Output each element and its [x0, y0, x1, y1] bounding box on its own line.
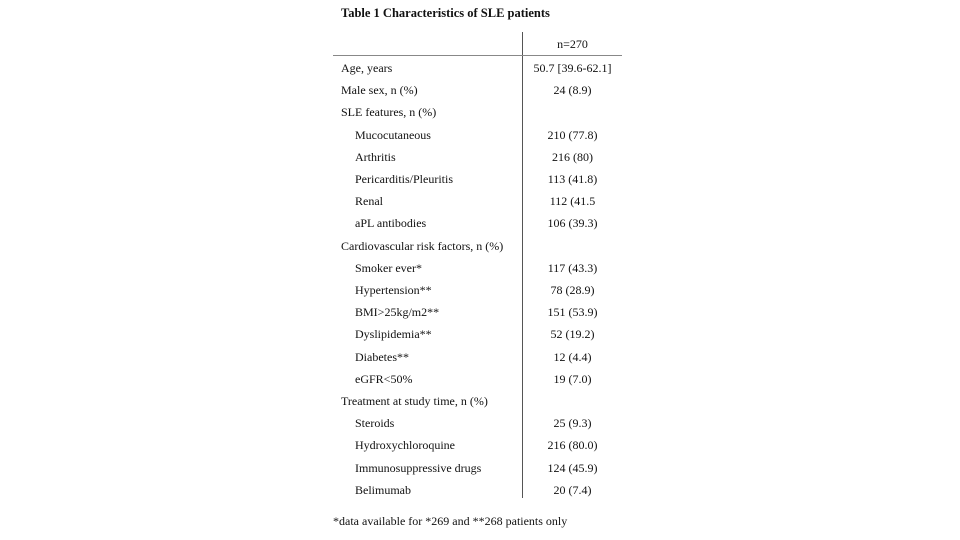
row-label: Immunosuppressive drugs [355, 460, 482, 475]
row-value: 117 (43.3) [547, 260, 598, 275]
row-label: eGFR<50% [355, 371, 413, 386]
row-label: aPL antibodies [355, 216, 427, 231]
row-value: 50.7 [39.6-62.1] [533, 61, 612, 75]
row-label: Steroids [355, 416, 395, 431]
table-row: Mucocutaneous 210 (77.8) [333, 125, 622, 147]
column-divider [522, 32, 523, 498]
table-row: aPL antibodies 106 (39.3) [333, 213, 622, 235]
row-label: Diabetes** [355, 349, 409, 364]
row-value: 25 (9.3) [553, 416, 592, 431]
row-label: Arthritis [355, 149, 396, 164]
column-header: n=270 [557, 37, 588, 51]
table-row: BMI>25kg/m2** 151 (53.9) [333, 302, 622, 324]
row-label: Male sex, n (%) [341, 83, 418, 98]
row-value: 210 (77.8) [547, 127, 598, 142]
row-label: SLE features, n (%) [341, 105, 437, 120]
row-value: 20 (7.4) [553, 482, 592, 497]
table-row: Belimumab 20 (7.4) [333, 480, 622, 502]
table-row: Hypertension** 78 (28.9) [333, 280, 622, 302]
row-label: Age, years [341, 61, 393, 75]
table-row: Pericarditis/Pleuritis 113 (41.8) [333, 169, 622, 191]
row-label: Cardiovascular risk factors, n (%) [341, 238, 504, 253]
row-label: Treatment at study time, n (%) [341, 394, 488, 408]
row-value: 78 (28.9) [550, 283, 595, 297]
row-label: Belimumab [355, 482, 411, 497]
row-value: 24 (8.9) [553, 83, 592, 98]
row-label: Smoker ever* [355, 260, 422, 275]
row-label: Hydroxychloroquine [355, 438, 455, 453]
row-label: Renal [355, 194, 383, 209]
table-row: Treatment at study time, n (%) [333, 391, 622, 413]
row-value: 12 (4.4) [553, 349, 592, 364]
table-row: Dyslipidemia** 52 (19.2) [333, 324, 622, 346]
footnote: *data available for *269 and **268 patie… [333, 514, 568, 528]
table-title: Table 1 Characteristics of SLE patients [341, 6, 550, 20]
row-value: 112 (41.5 [549, 194, 596, 209]
row-value: 151 (53.9) [547, 305, 598, 320]
row-value: 106 (39.3) [547, 216, 598, 231]
table-row: Immunosuppressive drugs 124 (45.9) [333, 458, 622, 480]
row-value: 19 (7.0) [553, 371, 592, 386]
table-row: SLE features, n (%) [333, 102, 622, 124]
table-row: Arthritis 216 (80) [333, 147, 622, 169]
row-label: Dyslipidemia** [355, 327, 432, 342]
table-row: Steroids 25 (9.3) [333, 413, 622, 435]
table-row: Diabetes** 12 (4.4) [333, 347, 622, 369]
row-label: BMI>25kg/m2** [355, 305, 440, 320]
table-row: Renal 112 (41.5 [333, 191, 622, 213]
row-value: 113 (41.8) [547, 172, 598, 186]
header-rule [333, 55, 622, 56]
row-label: Mucocutaneous [355, 127, 431, 142]
table-row: Age, years 50.7 [39.6-62.1] [333, 58, 622, 80]
row-label: Hypertension** [355, 283, 432, 297]
row-value: 216 (80) [552, 149, 593, 164]
table-row: Cardiovascular risk factors, n (%) [333, 236, 622, 258]
row-value: 124 (45.9) [547, 460, 598, 475]
table-row: Hydroxychloroquine 216 (80.0) [333, 435, 622, 457]
table-row: Smoker ever* 117 (43.3) [333, 258, 622, 280]
row-value: 52 (19.2) [550, 327, 595, 342]
row-value: 216 (80.0) [547, 438, 598, 453]
row-label: Pericarditis/Pleuritis [355, 172, 453, 186]
table-row: Male sex, n (%) 24 (8.9) [333, 80, 622, 102]
table-row: eGFR<50% 19 (7.0) [333, 369, 622, 391]
